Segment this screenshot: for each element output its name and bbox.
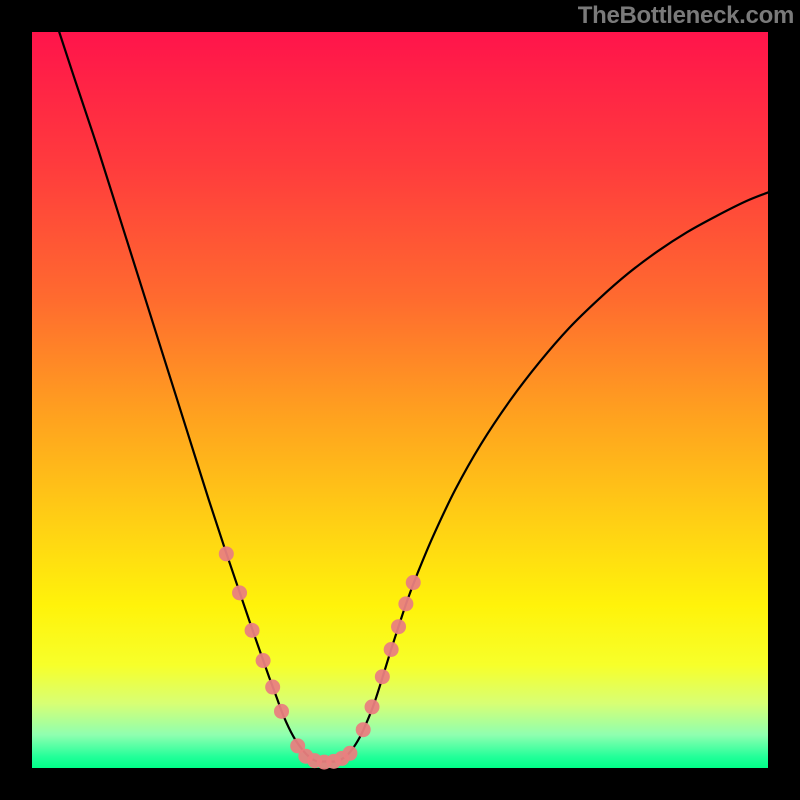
data-point-marker (219, 546, 234, 561)
data-point-marker (384, 642, 399, 657)
chart-svg-layer (32, 32, 768, 768)
bottleneck-curve (59, 32, 768, 762)
data-point-marker (232, 585, 247, 600)
data-point-marker (342, 746, 357, 761)
data-point-marker (265, 680, 280, 695)
data-point-marker (245, 623, 260, 638)
data-point-marker (406, 575, 421, 590)
data-point-marker (391, 619, 406, 634)
plot-area (32, 32, 768, 768)
data-point-marker (356, 722, 371, 737)
data-point-marker (365, 699, 380, 714)
data-point-marker (256, 653, 271, 668)
data-point-marker (274, 704, 289, 719)
data-point-marker (375, 669, 390, 684)
watermark-text: TheBottleneck.com (578, 2, 794, 30)
data-point-marker (398, 596, 413, 611)
